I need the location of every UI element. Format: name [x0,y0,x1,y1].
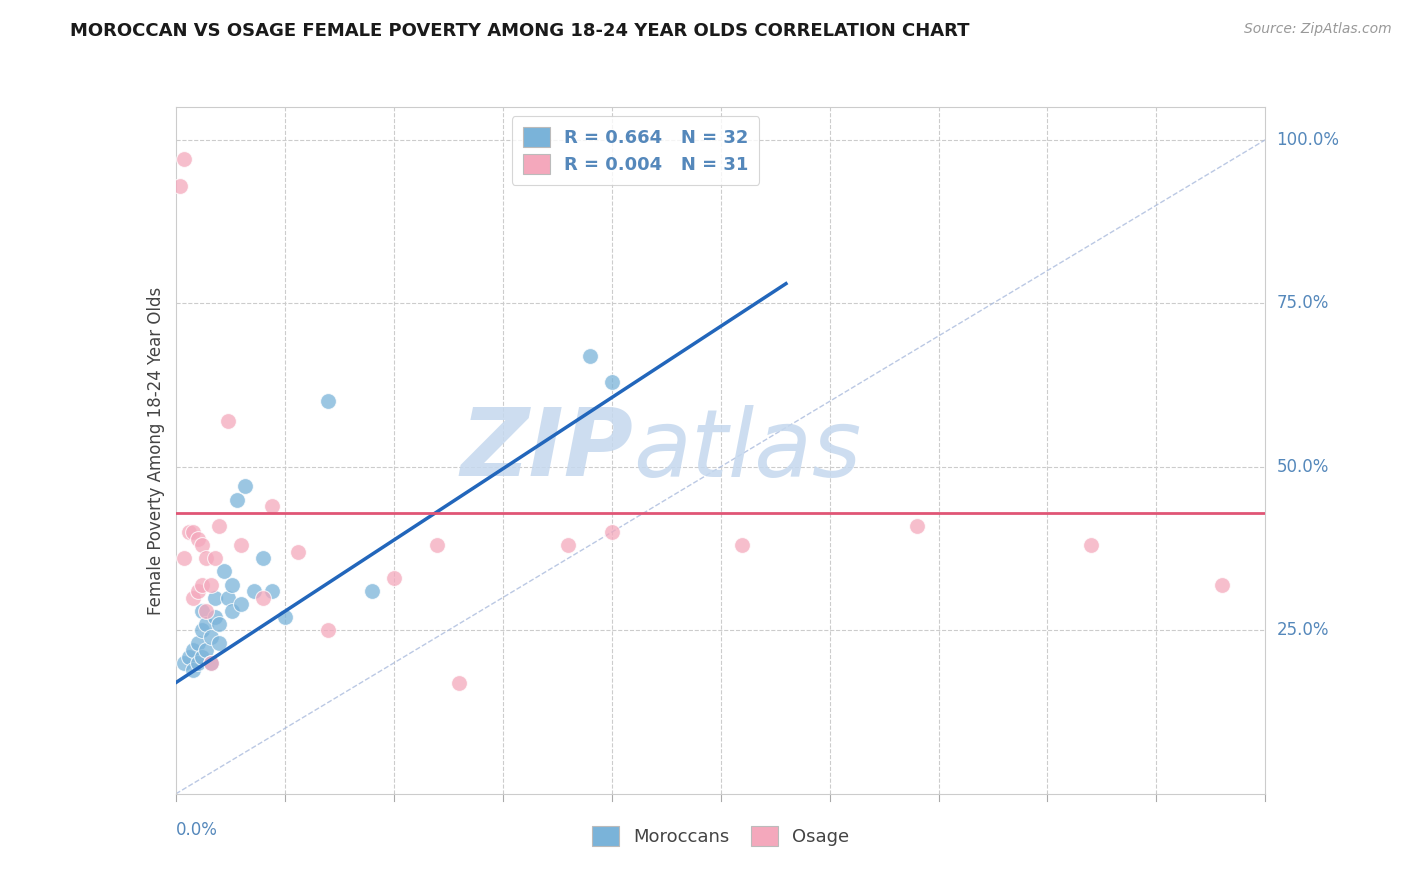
Point [1080,538,1102,552]
Point [1211,577,1233,591]
Legend: Moroccans, Osage: Moroccans, Osage [585,819,856,854]
Point [186,636,209,650]
Point [600,375,623,389]
Point [181,525,204,540]
Point [186,656,209,670]
Point [252,551,274,566]
Point [221,604,243,618]
Point [260,499,283,513]
Text: Source: ZipAtlas.com: Source: ZipAtlas.com [1244,22,1392,37]
Point [191,538,214,552]
Point [600,525,623,540]
Point [235,479,257,493]
Point [186,532,209,546]
Point [382,571,405,585]
Point [225,492,247,507]
Text: 0.0%: 0.0% [176,822,218,839]
Point [318,394,340,409]
Point [243,584,266,599]
Point [200,630,222,644]
Point [195,551,218,566]
Point [274,610,297,624]
Point [177,649,200,664]
Point [181,591,204,605]
Text: 100.0%: 100.0% [1277,131,1340,149]
Point [208,616,231,631]
Point [173,656,195,670]
Point [173,551,195,566]
Point [231,597,253,611]
Point [208,636,231,650]
Point [557,538,579,552]
Point [287,545,309,559]
Text: 50.0%: 50.0% [1277,458,1329,475]
Point [217,591,239,605]
Point [360,584,382,599]
Point [195,616,218,631]
Point [221,577,243,591]
Point [195,643,218,657]
Point [195,604,218,618]
Point [191,649,214,664]
Point [191,624,214,638]
Point [204,591,226,605]
Point [191,577,214,591]
Text: 25.0%: 25.0% [1277,622,1329,640]
Point [212,565,235,579]
Point [173,153,195,167]
Point [191,604,214,618]
Text: 75.0%: 75.0% [1277,294,1329,312]
Point [181,643,204,657]
Point [217,414,239,428]
Point [177,525,200,540]
Point [204,551,226,566]
Point [208,518,231,533]
Point [731,538,754,552]
Point [579,349,602,363]
Point [447,675,470,690]
Point [318,624,340,638]
Point [169,178,191,193]
Point [204,610,226,624]
Text: atlas: atlas [633,405,862,496]
Text: ZIP: ZIP [461,404,633,497]
Text: MOROCCAN VS OSAGE FEMALE POVERTY AMONG 18-24 YEAR OLDS CORRELATION CHART: MOROCCAN VS OSAGE FEMALE POVERTY AMONG 1… [70,22,970,40]
Point [200,577,222,591]
Point [200,656,222,670]
Y-axis label: Female Poverty Among 18-24 Year Olds: Female Poverty Among 18-24 Year Olds [146,286,165,615]
Point [260,584,283,599]
Point [252,591,274,605]
Point [426,538,449,552]
Point [200,656,222,670]
Point [186,584,209,599]
Point [905,518,928,533]
Point [181,663,204,677]
Point [231,538,253,552]
